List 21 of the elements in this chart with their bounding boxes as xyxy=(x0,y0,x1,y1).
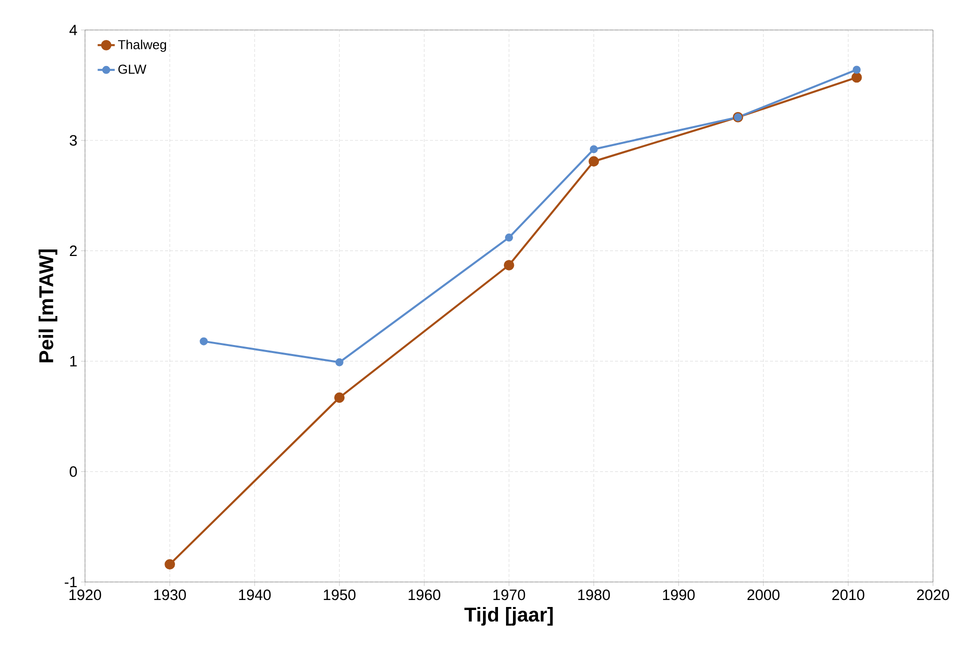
x-tick-label: 1960 xyxy=(408,590,440,600)
x-tick-label: 1930 xyxy=(154,590,186,600)
legend-label: Thalweg xyxy=(118,40,166,52)
x-tick-label: 1970 xyxy=(493,590,526,600)
y-tick-label: -1 xyxy=(64,576,77,588)
legend-label: GLW xyxy=(118,64,146,74)
x-tick-label: 1940 xyxy=(239,590,271,600)
y-tick-label: 0 xyxy=(70,466,77,477)
x-tick-label: 1990 xyxy=(663,590,695,600)
x-tick-label: 1950 xyxy=(324,590,356,600)
x-tick-label: 1980 xyxy=(578,590,610,600)
y-tick-label: 3 xyxy=(70,135,77,146)
x-tick-label: 2000 xyxy=(747,590,780,600)
y-tick-label: 4 xyxy=(69,24,78,36)
x-tick-label: 2020 xyxy=(917,590,950,600)
y-axis-title: Peil [mTAW] xyxy=(38,250,58,362)
y-tick-label: 1 xyxy=(70,356,77,366)
x-tick-label: 1920 xyxy=(69,590,102,600)
x-axis-title: Tijd [jaar] xyxy=(464,607,553,626)
x-tick-label: 2010 xyxy=(832,590,864,600)
y-tick-label: 2 xyxy=(70,246,77,256)
